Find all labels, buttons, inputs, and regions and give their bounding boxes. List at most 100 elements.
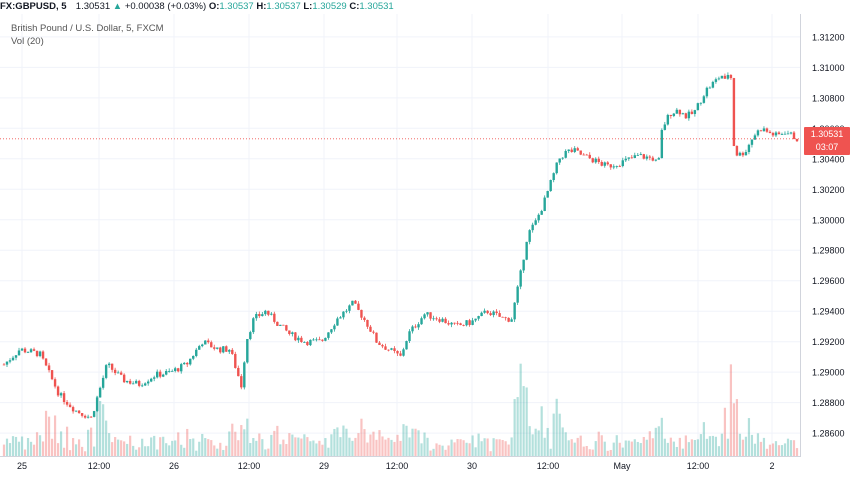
volume-bar bbox=[17, 441, 21, 456]
candle-body bbox=[366, 319, 369, 327]
candle-body bbox=[666, 114, 670, 125]
volume-bar bbox=[423, 432, 426, 456]
candle-body bbox=[585, 154, 588, 156]
volume-bar bbox=[666, 442, 669, 456]
volume-bar bbox=[90, 427, 93, 456]
candle-body bbox=[216, 347, 219, 349]
volume-bar bbox=[285, 444, 288, 456]
volume-bar bbox=[414, 428, 417, 456]
volume-bar bbox=[627, 440, 630, 456]
candle-body bbox=[291, 332, 294, 334]
volume-bar bbox=[438, 444, 441, 456]
volume-bar bbox=[657, 426, 660, 456]
volume-bar bbox=[789, 440, 793, 456]
volume-bar bbox=[261, 439, 264, 456]
volume-bar bbox=[483, 438, 486, 456]
volume-bar bbox=[402, 424, 405, 456]
candle-body bbox=[603, 162, 606, 166]
candle-body bbox=[774, 132, 778, 136]
candle-body bbox=[582, 154, 585, 156]
candle-body bbox=[546, 191, 549, 198]
volume-bar bbox=[681, 448, 684, 456]
volume-bar bbox=[753, 443, 757, 456]
candle-body bbox=[651, 157, 655, 161]
volume-bar bbox=[525, 387, 528, 456]
volume-bar bbox=[120, 440, 123, 456]
candle-body bbox=[231, 349, 234, 354]
volume-bar bbox=[675, 446, 678, 456]
candle-body bbox=[207, 340, 210, 343]
candle-body bbox=[168, 370, 171, 372]
volume-bar bbox=[552, 413, 555, 456]
candle-body bbox=[741, 152, 745, 156]
time-tick-label: 25 bbox=[17, 461, 27, 471]
volume-bar bbox=[246, 418, 249, 456]
candle-body bbox=[576, 148, 579, 151]
price-tick-label: 1.31000 bbox=[812, 63, 845, 73]
volume-bar bbox=[453, 442, 456, 456]
symbol-name[interactable]: FX:GBPUSD, 5 bbox=[0, 1, 67, 12]
volume-bar bbox=[324, 438, 327, 456]
candle-body bbox=[528, 230, 531, 242]
candle-body bbox=[537, 214, 540, 221]
candle-body bbox=[2, 364, 6, 366]
volume-bar bbox=[195, 450, 198, 456]
volume-bar bbox=[2, 444, 6, 456]
chart-grid bbox=[0, 14, 800, 456]
candle-body bbox=[621, 160, 624, 167]
candle-body bbox=[228, 349, 231, 352]
candle-body bbox=[630, 157, 633, 159]
volume-bar bbox=[519, 363, 522, 456]
volume-bar bbox=[786, 438, 790, 456]
up-arrow-icon: ▲ bbox=[112, 1, 123, 12]
volume-bar bbox=[123, 441, 126, 456]
volume-bar bbox=[243, 429, 246, 456]
candle-body bbox=[780, 134, 784, 135]
volume-bar bbox=[129, 435, 132, 456]
candle-body bbox=[116, 372, 120, 374]
candle-body bbox=[633, 155, 636, 158]
volume-bar bbox=[663, 438, 666, 456]
volume-bar bbox=[600, 435, 603, 456]
candle-body bbox=[186, 362, 189, 365]
volume-bar bbox=[44, 410, 48, 456]
bar-countdown: 03:07 bbox=[815, 142, 839, 152]
volume-legend[interactable]: Vol (20) bbox=[11, 36, 44, 47]
volume-bar bbox=[62, 447, 66, 456]
volume-bar bbox=[93, 446, 96, 456]
volume-bar bbox=[387, 437, 390, 456]
candle-body bbox=[444, 318, 447, 324]
volume-bar bbox=[258, 433, 261, 456]
volume-bar bbox=[606, 450, 609, 456]
candle-body bbox=[510, 319, 513, 322]
volume-bar bbox=[84, 451, 87, 456]
candle-body bbox=[645, 156, 649, 159]
volume-bar bbox=[393, 441, 396, 456]
price-scale-divider bbox=[800, 14, 801, 456]
candle-body bbox=[660, 129, 664, 159]
volume-bar bbox=[651, 438, 654, 456]
time-scale-divider bbox=[0, 456, 801, 457]
time-tick-label: 12:00 bbox=[537, 461, 560, 471]
volume-bar bbox=[29, 441, 33, 456]
volume-bar bbox=[375, 439, 378, 456]
volume-bar bbox=[132, 445, 135, 456]
volume-bar bbox=[699, 434, 702, 456]
volume-bar bbox=[14, 436, 18, 456]
candle-body bbox=[405, 341, 408, 350]
candle-body bbox=[591, 158, 594, 163]
volume-bar bbox=[621, 447, 624, 456]
candle-body bbox=[564, 150, 567, 158]
volume-bar bbox=[711, 435, 714, 456]
candle-body bbox=[657, 158, 661, 160]
candle-body bbox=[297, 337, 300, 341]
open-value: 1.30537 bbox=[219, 1, 254, 12]
candle-body bbox=[459, 323, 462, 325]
volume-bar bbox=[38, 435, 42, 456]
candle-body bbox=[339, 317, 342, 319]
candle-body bbox=[642, 154, 646, 159]
volume-bar bbox=[771, 443, 775, 456]
candle-body bbox=[402, 349, 405, 356]
last-price: 1.30531 bbox=[75, 1, 111, 12]
